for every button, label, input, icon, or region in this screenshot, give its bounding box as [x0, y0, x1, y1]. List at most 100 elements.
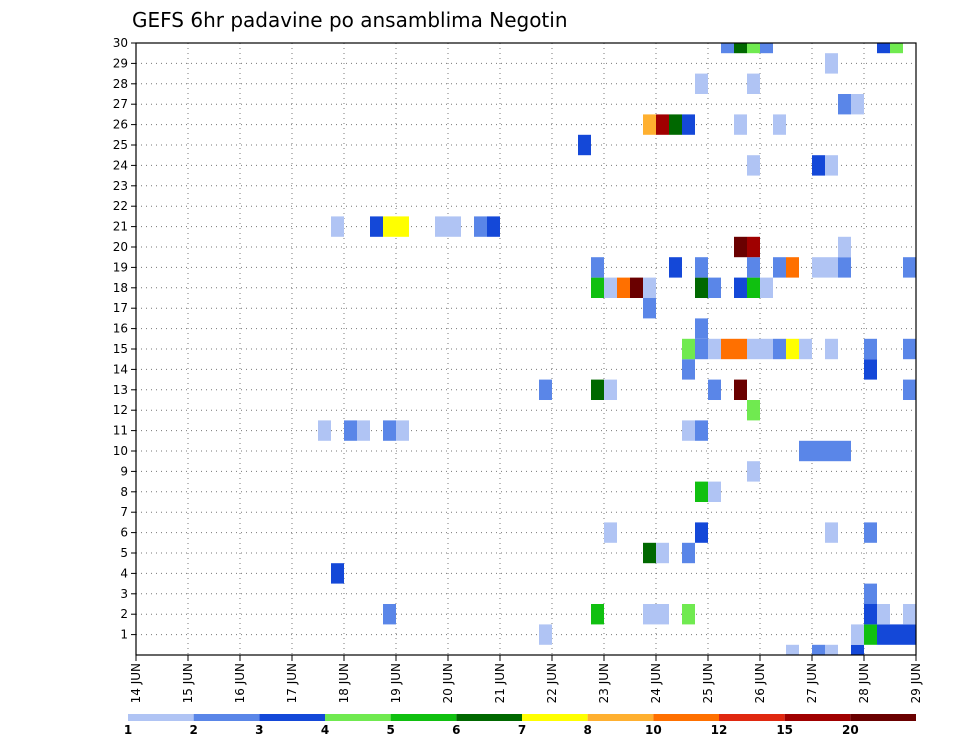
- y-tick-label: 12: [113, 403, 128, 417]
- y-tick-label: 25: [113, 138, 128, 152]
- precip-cell: [357, 420, 370, 441]
- grid-lines: [136, 43, 916, 655]
- x-tick-label: 15 JUN: [181, 663, 195, 703]
- legend-label: 2: [189, 723, 197, 737]
- y-tick-label: 9: [120, 464, 128, 478]
- precip-cell: [903, 379, 916, 400]
- x-tick-label: 21 JUN: [493, 663, 507, 703]
- precip-cell: [851, 644, 864, 655]
- precip-cell: [747, 236, 760, 258]
- precip-cell: [695, 338, 708, 360]
- precip-cell: [695, 481, 708, 502]
- precip-cell: [812, 440, 825, 462]
- precip-cell: [747, 73, 760, 94]
- y-tick-label: 18: [113, 281, 128, 295]
- precip-cell: [812, 155, 825, 176]
- precip-cell: [435, 216, 448, 237]
- y-tick-label: 20: [113, 240, 128, 254]
- y-tick-label: 22: [113, 199, 128, 213]
- precip-cell: [760, 43, 773, 54]
- precip-cell: [734, 43, 747, 54]
- precip-cell: [864, 624, 877, 645]
- precip-cell: [682, 114, 695, 135]
- precip-cell: [708, 379, 721, 400]
- precip-cell: [682, 420, 695, 441]
- color-legend: 1 2 3 4 5 6 7 8 10 12 15 20: [124, 714, 916, 737]
- y-tick-label: 8: [120, 485, 128, 499]
- y-tick-label: 28: [113, 77, 128, 91]
- precip-cell: [708, 277, 721, 298]
- x-tick-label: 16 JUN: [233, 663, 247, 703]
- x-tick-label: 23 JUN: [597, 663, 611, 703]
- precip-cell: [799, 338, 812, 360]
- precip-cell: [786, 338, 799, 360]
- precip-cell: [812, 257, 825, 278]
- precip-cell: [747, 461, 760, 482]
- y-tick-label: 5: [120, 546, 128, 560]
- y-tick-label: 21: [113, 220, 128, 234]
- precip-cell: [786, 257, 799, 278]
- precip-cell: [825, 440, 838, 462]
- y-tick-label: 17: [113, 301, 128, 315]
- precip-cell: [695, 522, 708, 543]
- y-tick-label: 10: [113, 444, 128, 458]
- legend-label: 3: [255, 723, 263, 737]
- precip-cell: [747, 257, 760, 278]
- precip-cell: [695, 318, 708, 339]
- y-tick-label: 30: [113, 36, 128, 50]
- y-tick-label: 15: [113, 342, 128, 356]
- precip-cell: [747, 155, 760, 176]
- precip-cell: [903, 257, 916, 278]
- precip-cell: [747, 338, 760, 360]
- y-tick-label: 29: [113, 56, 128, 70]
- precip-cell: [591, 604, 604, 625]
- precip-cell: [747, 43, 760, 54]
- precip-cell: [578, 134, 591, 156]
- x-tick-label: 18 JUN: [337, 663, 351, 703]
- y-tick-label: 26: [113, 118, 128, 132]
- legend-swatch: [719, 714, 785, 721]
- precip-cell: [799, 440, 812, 462]
- precip-cell: [682, 542, 695, 564]
- precip-cell: [877, 604, 890, 625]
- precip-cell: [383, 216, 396, 237]
- precip-cell: [825, 644, 838, 655]
- precip-cell: [838, 236, 851, 258]
- precip-cell: [838, 257, 851, 278]
- legend-label: 5: [386, 723, 394, 737]
- precip-cell: [825, 257, 838, 278]
- x-tick-label: 22 JUN: [545, 663, 559, 703]
- y-tick-label: 23: [113, 179, 128, 193]
- legend-label: 4: [321, 723, 329, 737]
- precip-cell: [396, 420, 409, 441]
- y-tick-label: 4: [120, 566, 128, 580]
- legend-label: 12: [711, 723, 728, 737]
- precip-cell: [656, 114, 669, 135]
- precip-cell: [682, 604, 695, 625]
- y-tick-label: 6: [120, 526, 128, 540]
- y-tick-label: 1: [120, 628, 128, 642]
- precip-cell: [604, 522, 617, 543]
- y-tick-label: 24: [113, 158, 128, 172]
- precip-cell: [591, 257, 604, 278]
- precip-cell: [617, 277, 630, 298]
- legend-swatch: [128, 714, 194, 721]
- precip-cell: [604, 277, 617, 298]
- y-tick-label: 13: [113, 383, 128, 397]
- precip-cell: [864, 359, 877, 380]
- x-tick-label: 19 JUN: [389, 663, 403, 703]
- y-axis-ticks: 1234567891011121314151617181920212223242…: [113, 36, 136, 642]
- precip-cell: [695, 420, 708, 441]
- legend-swatch: [784, 714, 851, 721]
- y-tick-label: 3: [120, 587, 128, 601]
- precip-cell: [448, 216, 461, 237]
- precip-cell: [734, 277, 747, 298]
- precip-cell: [604, 379, 617, 400]
- y-tick-label: 27: [113, 97, 128, 111]
- precip-cell: [591, 277, 604, 298]
- precip-cell: [695, 277, 708, 298]
- precip-cell: [370, 216, 383, 237]
- precip-cell: [643, 277, 656, 298]
- legend-swatch: [587, 714, 654, 721]
